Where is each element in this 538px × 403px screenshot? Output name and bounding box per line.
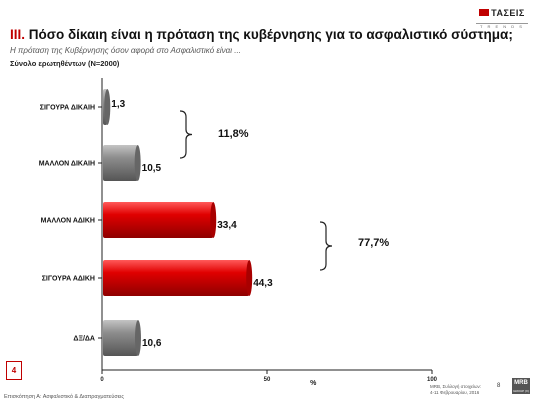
footer-meta: MRB, Συλλογή στοιχείων: 4-11 Φεβρουαρίου… — [430, 384, 481, 396]
group-label-fair: 11,8% — [218, 128, 249, 140]
x-tick-label: 50 — [264, 377, 271, 383]
title-text: Πόσο δίκαιη είναι η πρόταση της κυβέρνησ… — [25, 27, 513, 42]
category-label: ΔΞ/ΔΑ — [73, 336, 95, 343]
bar — [103, 260, 250, 296]
mrb-name: MRB — [514, 380, 528, 386]
value-label: 10,6 — [142, 338, 162, 349]
category-label: ΜΑΛΛΟΝ ΑΔΙΚΗ — [41, 218, 95, 225]
meta-line-1: MRB, Συλλογή στοιχείων: — [430, 384, 482, 389]
bar — [103, 202, 214, 238]
logo-name: ΤΑΣΕΙΣ — [491, 7, 525, 18]
logo-mark — [479, 9, 490, 17]
value-label: 1,3 — [111, 99, 125, 110]
meta-line-2: 4-11 Φεβρουαρίου, 2016 — [430, 390, 480, 395]
brand-logo: ΤΑΣΕΙΣ T R E N D S — [476, 4, 528, 29]
category-label: ΣΙΓΟΥΡΑ ΔΙΚΑΙΗ — [40, 105, 95, 112]
bar — [103, 145, 138, 181]
bar — [103, 320, 138, 356]
category-label: ΜΑΛΛΟΝ ΔΙΚΑΙΗ — [39, 161, 95, 168]
chart-subtitle: Η πρόταση της Κυβέρνησης όσον αφορά στο … — [10, 46, 241, 55]
sample-base: Σύνολο ερωτηθέντων (Ν=2000) — [10, 59, 120, 68]
group-label-unfair: 77,7% — [358, 237, 389, 249]
x-tick-label: 100 — [427, 377, 438, 383]
group-brace-unfair — [319, 221, 333, 271]
value-label: 33,4 — [217, 220, 237, 231]
logo-tagline: T R E N D S — [476, 23, 528, 29]
bar-end-cap — [134, 320, 141, 356]
title-number: III. — [10, 27, 26, 42]
value-label: 10,5 — [142, 163, 162, 174]
x-axis-label: % — [310, 380, 317, 387]
footer-section: Επισκόπηση Α: Ασφαλιστικό & Διαπραγματεύ… — [4, 394, 125, 400]
bar-end-cap — [246, 260, 253, 296]
page-title: III. Πόσο δίκαιη είναι η πρόταση της κυβ… — [10, 27, 513, 42]
category-label: ΣΙΓΟΥΡΑ ΑΔΙΚΗ — [42, 276, 95, 283]
mrb-logo: MRB GROUP (X) — [512, 378, 530, 394]
value-label: 44,3 — [253, 278, 273, 289]
group-brace-fair — [179, 110, 193, 159]
mrb-sub: GROUP (X) — [513, 389, 529, 393]
bar-end-cap — [104, 89, 111, 125]
bar-end-cap — [134, 145, 141, 181]
x-tick-label: 0 — [100, 377, 104, 383]
bar-end-cap — [210, 202, 217, 238]
page-number: 8 — [497, 383, 501, 389]
page-badge: 4 — [6, 361, 22, 380]
